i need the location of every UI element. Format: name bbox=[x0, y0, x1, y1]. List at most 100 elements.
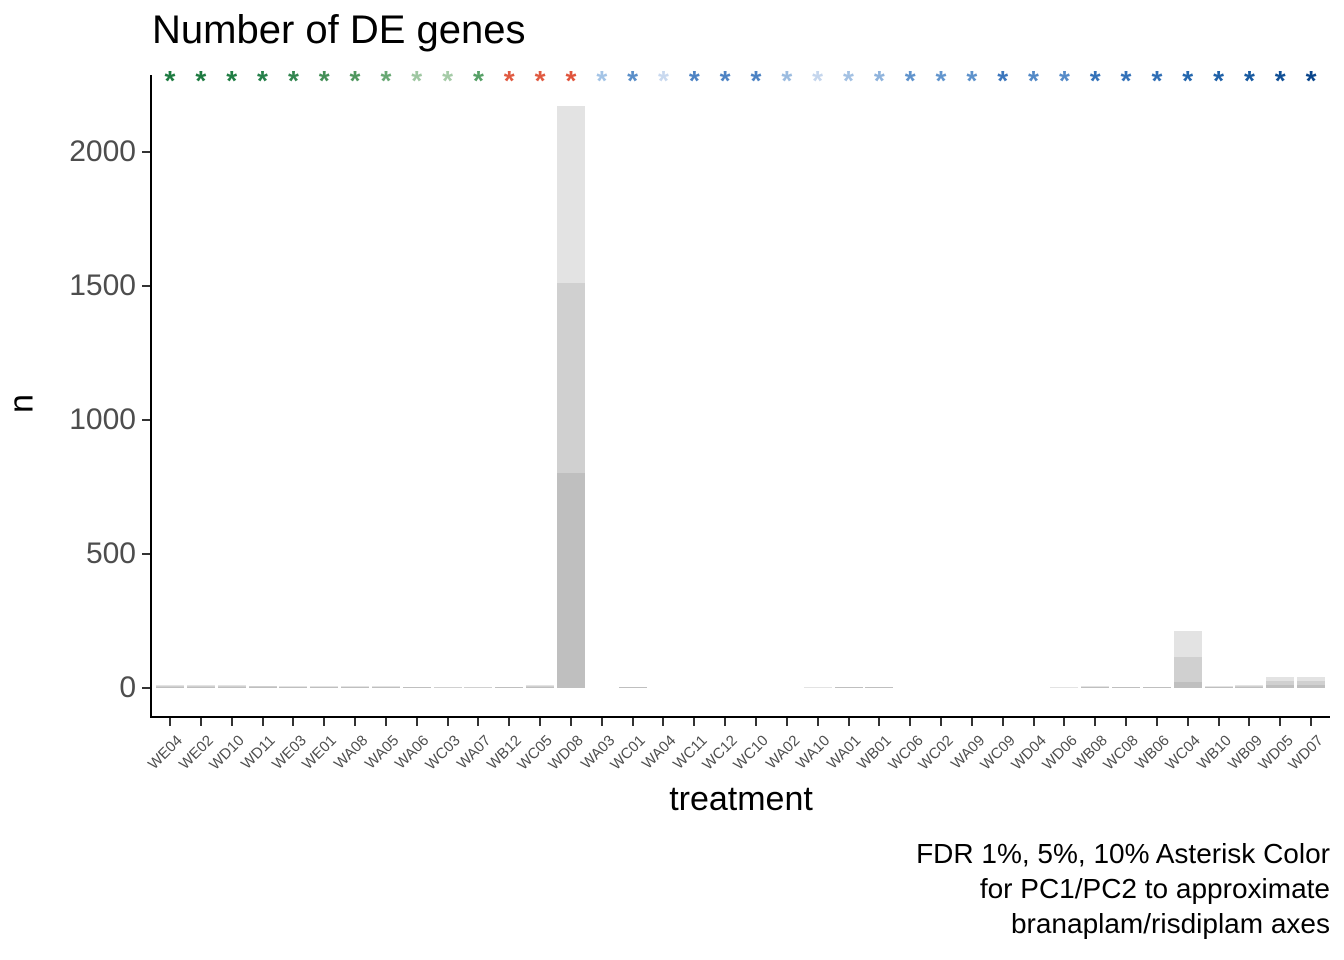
bar-segment-fdr5 bbox=[464, 687, 493, 688]
significance-asterisk: * bbox=[1305, 65, 1317, 96]
significance-asterisk: * bbox=[164, 65, 176, 96]
bar-segment-fdr1 bbox=[1112, 687, 1140, 688]
significance-asterisk: * bbox=[935, 65, 947, 96]
bar-segment-fdr1 bbox=[1142, 687, 1171, 688]
x-tick-label: WA02 bbox=[762, 732, 803, 773]
x-tick-label: WC06 bbox=[884, 732, 927, 774]
x-tick-label: WB09 bbox=[1224, 732, 1266, 773]
bar-segment-fdr5 bbox=[433, 687, 462, 688]
bar-segment-fdr1 bbox=[1081, 687, 1110, 688]
x-tick-mark bbox=[970, 718, 973, 726]
bar-segment-fdr1 bbox=[279, 687, 308, 688]
significance-asterisk: * bbox=[318, 65, 330, 96]
x-tick-label: WD04 bbox=[1008, 732, 1050, 774]
significance-asterisk: * bbox=[565, 65, 577, 96]
x-tick-label: WD10 bbox=[206, 732, 248, 774]
x-tick-label: WE04 bbox=[145, 732, 187, 773]
significance-asterisk: * bbox=[1151, 65, 1163, 96]
bar-segment-fdr1 bbox=[1266, 685, 1295, 688]
x-tick-mark bbox=[354, 718, 356, 726]
bar-segment-fdr1 bbox=[341, 687, 369, 688]
bar-segment-fdr5 bbox=[1266, 681, 1295, 688]
significance-asterisk: * bbox=[257, 65, 268, 96]
x-tick-mark bbox=[755, 718, 757, 726]
x-tick-mark bbox=[261, 718, 264, 726]
bar-segment-fdr10 bbox=[1050, 687, 1079, 688]
significance-asterisk: * bbox=[534, 65, 546, 96]
bar-segment-fdr1 bbox=[526, 687, 555, 688]
bar-segment-fdr1 bbox=[310, 687, 339, 688]
x-tick-mark bbox=[477, 718, 480, 726]
x-tick-mark bbox=[1094, 718, 1097, 726]
y-axis-line bbox=[150, 75, 152, 718]
x-tick-mark bbox=[230, 718, 233, 726]
x-tick-mark bbox=[1063, 718, 1066, 726]
bar-segment-fdr1 bbox=[1173, 681, 1202, 688]
x-tick-mark bbox=[539, 718, 542, 726]
x-tick-label: WC05 bbox=[514, 732, 557, 774]
x-tick-mark bbox=[199, 718, 202, 726]
x-tick-label: WC12 bbox=[699, 732, 742, 774]
x-tick-mark bbox=[415, 718, 418, 726]
y-tick-label: 500 bbox=[85, 536, 136, 570]
y-tick-mark bbox=[142, 552, 150, 555]
x-tick-label: WA08 bbox=[330, 732, 372, 773]
x-tick-mark bbox=[569, 718, 572, 726]
x-tick-mark bbox=[446, 718, 449, 726]
significance-asterisk: * bbox=[719, 65, 731, 96]
x-tick-mark bbox=[600, 718, 603, 726]
significance-asterisk: * bbox=[596, 65, 608, 96]
y-tick-mark bbox=[142, 150, 150, 153]
x-tick-mark bbox=[292, 718, 295, 726]
x-tick-label: WD08 bbox=[545, 732, 587, 774]
x-tick-label: WC10 bbox=[730, 732, 773, 774]
x-tick-mark bbox=[785, 718, 788, 726]
x-tick-mark bbox=[1310, 718, 1313, 726]
significance-asterisk: * bbox=[1028, 65, 1039, 96]
x-tick-mark bbox=[816, 718, 819, 726]
bar-segment-fdr10 bbox=[803, 687, 832, 688]
bar-segment-fdr1 bbox=[834, 687, 863, 688]
significance-asterisk: * bbox=[503, 65, 515, 96]
caption-line-1: FDR 1%, 5%, 10% Asterisk Color bbox=[916, 838, 1330, 869]
x-axis-line bbox=[150, 716, 1330, 718]
x-tick-mark bbox=[1248, 718, 1251, 726]
x-tick-mark bbox=[631, 718, 634, 726]
x-tick-label: WE03 bbox=[268, 732, 310, 773]
bar-segment-fdr5 bbox=[1297, 681, 1326, 688]
significance-asterisk: * bbox=[472, 65, 484, 96]
bar-segment-fdr1 bbox=[1297, 684, 1326, 688]
significance-asterisk: * bbox=[411, 65, 423, 96]
caption: FDR 1%, 5%, 10% Asterisk Color for PC1/P… bbox=[630, 836, 1330, 941]
bar-segment-fdr1 bbox=[186, 687, 215, 688]
y-tick-label: 0 bbox=[119, 671, 136, 704]
bar-segment-fdr1 bbox=[495, 687, 524, 688]
x-tick-mark bbox=[724, 718, 727, 726]
significance-asterisk: * bbox=[380, 65, 392, 96]
x-tick-label: WA10 bbox=[793, 732, 834, 773]
x-tick-label: WA05 bbox=[361, 732, 402, 773]
bar-segment-fdr1 bbox=[1235, 687, 1264, 688]
x-tick-mark bbox=[384, 718, 387, 726]
x-tick-label: WA04 bbox=[638, 732, 680, 773]
bar-segment-fdr1 bbox=[248, 687, 277, 688]
x-tick-mark bbox=[1155, 718, 1158, 726]
x-tick-label: WD11 bbox=[237, 732, 279, 773]
x-tick-label: WB10 bbox=[1193, 732, 1235, 773]
x-tick-mark bbox=[508, 718, 511, 726]
bar-segment-fdr1 bbox=[618, 687, 647, 688]
y-tick-label: 1500 bbox=[69, 268, 136, 302]
significance-asterisk: * bbox=[1274, 65, 1286, 96]
y-tick-mark bbox=[142, 284, 150, 287]
x-tick-mark bbox=[1279, 718, 1282, 726]
bar-segment-fdr1 bbox=[1204, 687, 1233, 688]
x-tick-mark bbox=[847, 718, 850, 726]
significance-asterisk: * bbox=[688, 65, 700, 96]
x-tick-label: WB01 bbox=[854, 732, 896, 773]
x-tick-label: WC08 bbox=[1100, 732, 1143, 774]
significance-asterisk: * bbox=[1243, 65, 1255, 96]
x-tick-label: WD06 bbox=[1038, 732, 1081, 774]
significance-asterisk: * bbox=[1058, 65, 1070, 96]
significance-asterisk: * bbox=[904, 65, 916, 96]
